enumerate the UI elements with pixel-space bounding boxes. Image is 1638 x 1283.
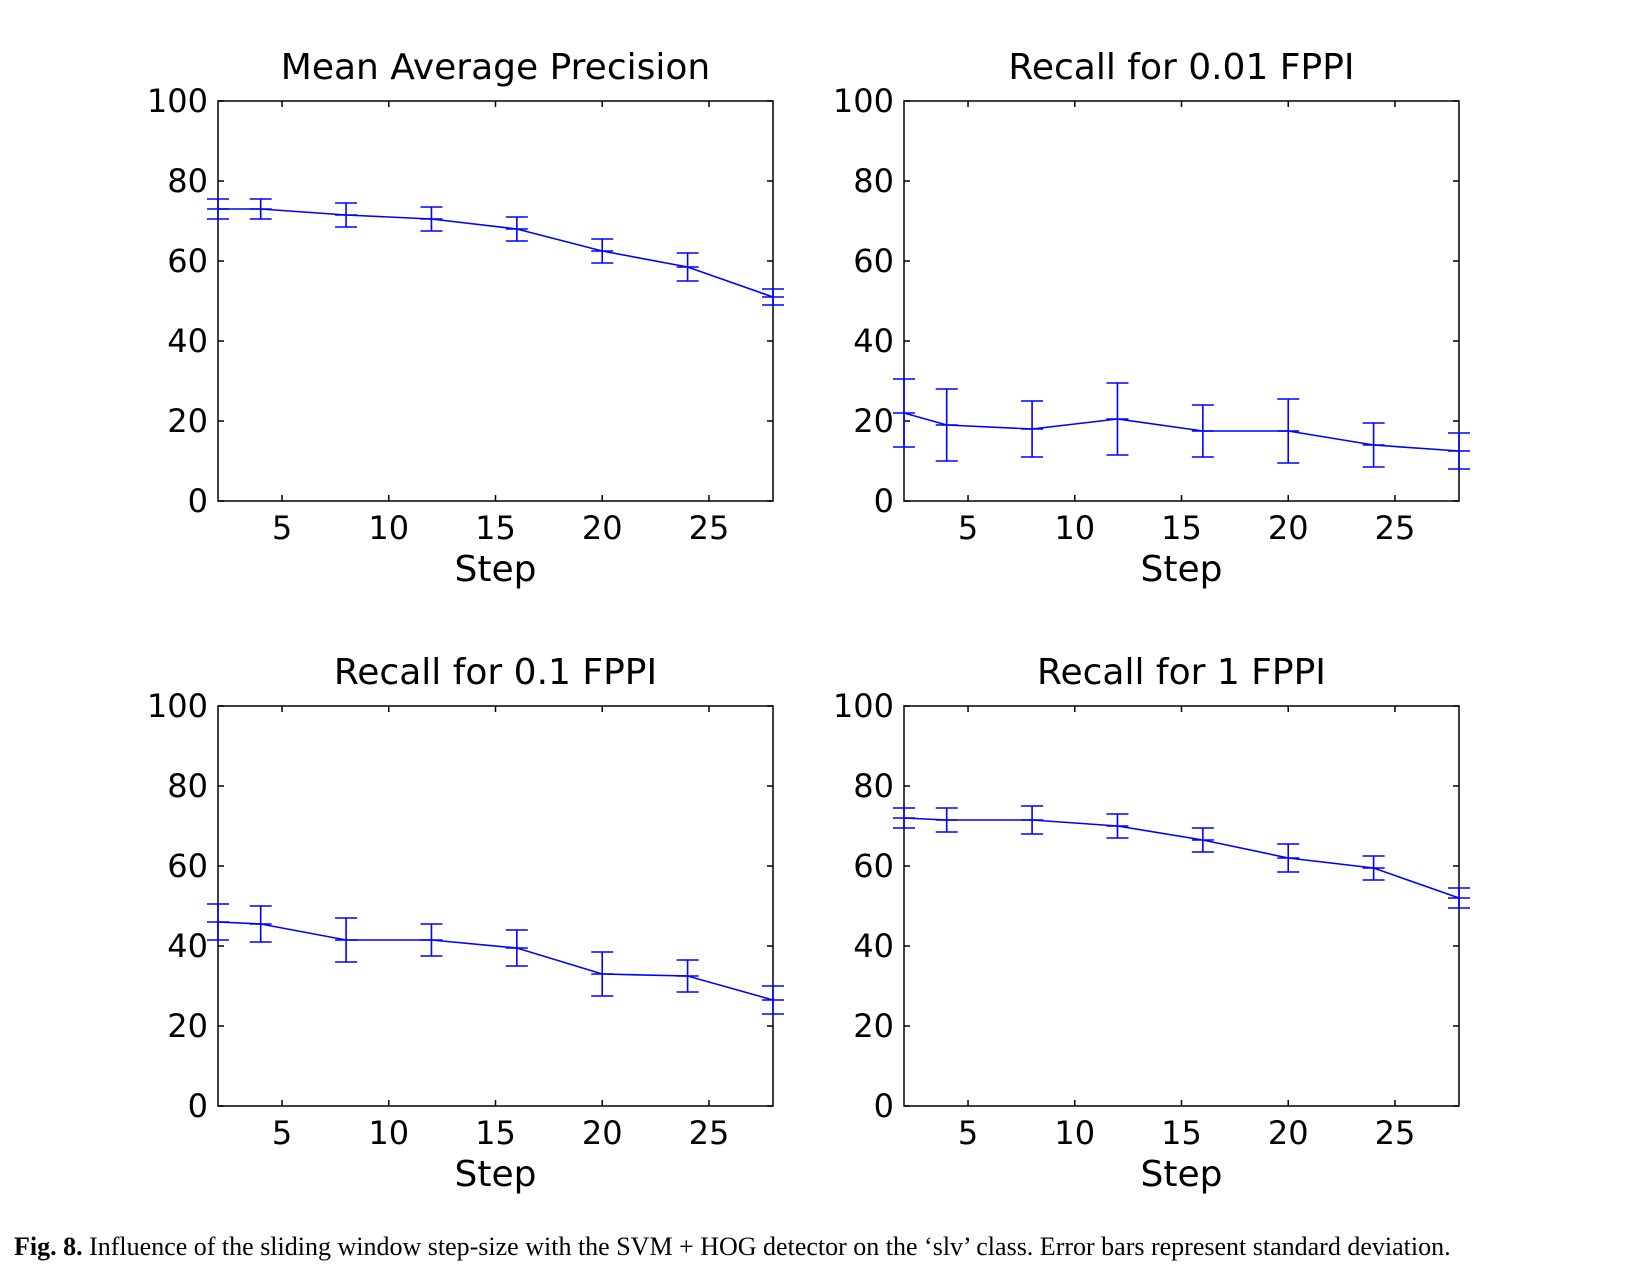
y-tick-label: 80: [853, 162, 894, 200]
figure-caption: Fig. 8. Influence of the sliding window …: [14, 1232, 1634, 1262]
x-tick-label: 5: [958, 1114, 978, 1152]
y-tick-label: 40: [167, 322, 208, 360]
y-tick-label: 100: [147, 687, 208, 725]
x-tick-label: 25: [1375, 1114, 1416, 1152]
axes-box: [217, 100, 774, 502]
x-tick-label: 10: [368, 509, 409, 547]
y-tick-label: 100: [833, 82, 894, 120]
y-tick-label: 60: [853, 847, 894, 885]
y-tick-label: 100: [147, 82, 208, 120]
chart-title: Recall for 0.1 FPPI: [334, 652, 657, 693]
x-tick-label: 15: [475, 1114, 516, 1152]
x-tick-label: 10: [1054, 509, 1095, 547]
y-tick-label: 0: [874, 482, 894, 520]
chart-title: Mean Average Precision: [281, 47, 710, 88]
y-tick-label: 20: [167, 1007, 208, 1045]
axes-box: [903, 705, 1460, 1107]
x-tick-label: 5: [958, 509, 978, 547]
y-tick-label: 0: [188, 482, 208, 520]
y-tick-label: 0: [874, 1087, 894, 1125]
series-line: [218, 208, 774, 298]
x-tick-label: 25: [1375, 509, 1416, 547]
chart-title: Recall for 1 FPPI: [1037, 652, 1326, 693]
x-tick-label: 15: [1161, 509, 1202, 547]
x-tick-label: 25: [689, 509, 730, 547]
x-axis-label: Step: [1141, 549, 1223, 590]
x-tick-label: 15: [1161, 1114, 1202, 1152]
y-tick-label: 60: [167, 242, 208, 280]
y-tick-label: 40: [167, 927, 208, 965]
axes-box: [217, 705, 774, 1107]
y-tick-label: 0: [188, 1087, 208, 1125]
x-tick-label: 5: [272, 1114, 292, 1152]
x-tick-label: 20: [582, 509, 623, 547]
x-tick-label: 15: [475, 509, 516, 547]
x-tick-label: 10: [368, 1114, 409, 1152]
y-tick-label: 20: [853, 402, 894, 440]
x-axis-label: Step: [455, 1154, 537, 1195]
y-tick-label: 80: [167, 767, 208, 805]
y-tick-label: 40: [853, 322, 894, 360]
chart-panel-4: Recall for 1 FPPI Step 5 10 15 20 25 0 20 40 60 80 1…: [833, 652, 1470, 1195]
x-axis-label: Step: [455, 549, 537, 590]
x-tick-label: 20: [1268, 509, 1309, 547]
chart-panel-2: Recall for 0.01 FPPI Step 5 10 15 20 25 0 20 40 60…: [833, 47, 1470, 590]
y-tick-label: 40: [853, 927, 894, 965]
chart-panel-1: Mean Average Precision Step 5 10 15 20 25 0 20 40…: [147, 47, 784, 590]
y-tick-label: 80: [853, 767, 894, 805]
x-tick-label: 10: [1054, 1114, 1095, 1152]
chart-panel-3: Recall for 0.1 FPPI Step 5 10 15 20 25 0 20 40 60 8…: [147, 652, 784, 1195]
y-tick-label: 80: [167, 162, 208, 200]
y-tick-label: 100: [833, 687, 894, 725]
axes-box: [903, 100, 1460, 502]
x-tick-label: 20: [582, 1114, 623, 1152]
y-tick-label: 20: [167, 402, 208, 440]
y-tick-label: 20: [853, 1007, 894, 1045]
caption-label: Fig. 8.: [14, 1232, 83, 1261]
chart-title: Recall for 0.01 FPPI: [1008, 47, 1354, 88]
x-tick-label: 25: [689, 1114, 730, 1152]
x-tick-label: 20: [1268, 1114, 1309, 1152]
series-line: [217, 921, 774, 1001]
caption-text: Influence of the sliding window step-siz…: [89, 1232, 1451, 1261]
series-line: [903, 412, 1460, 452]
x-tick-label: 5: [272, 509, 292, 547]
y-tick-label: 60: [167, 847, 208, 885]
x-axis-label: Step: [1141, 1154, 1223, 1195]
y-tick-label: 60: [853, 242, 894, 280]
series-line: [903, 817, 1460, 899]
